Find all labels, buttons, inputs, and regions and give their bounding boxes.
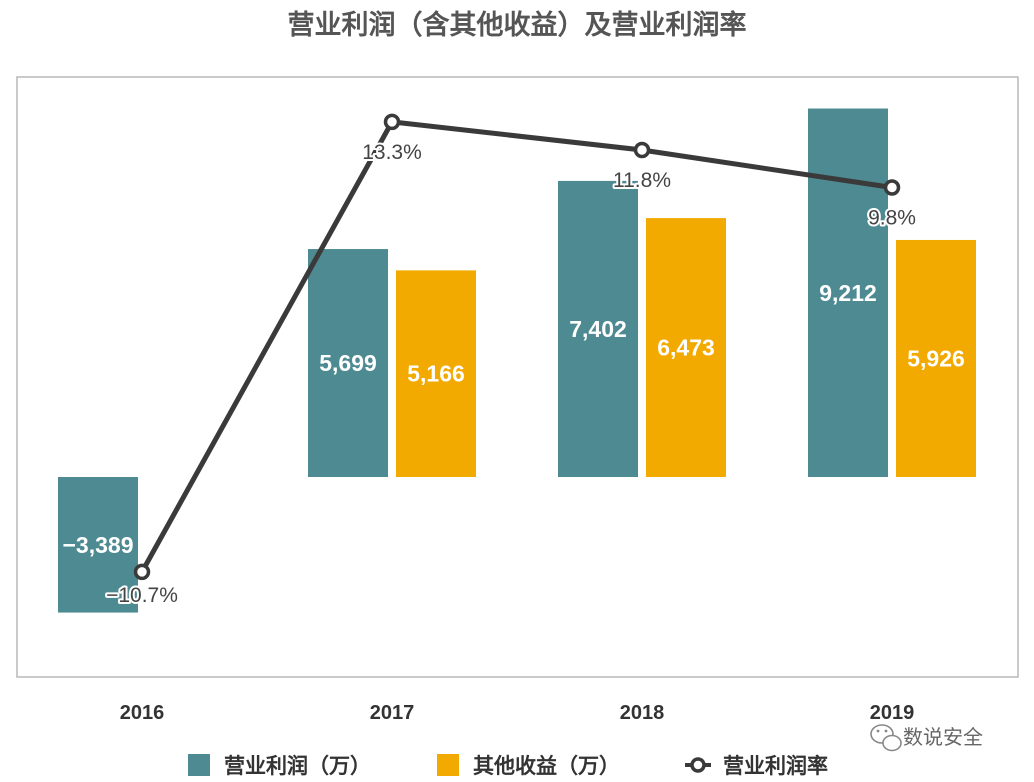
profit-margin-label: 11.8% (613, 169, 671, 192)
bar-other-income-2017 (396, 270, 476, 477)
x-tick-label: 2018 (620, 702, 665, 724)
legend: 营业利润（万） 其他收益（万） 营业利润率 (188, 754, 828, 778)
profit-margin-point-2016 (133, 563, 151, 581)
legend-swatch (437, 754, 459, 776)
legend-swatch (188, 754, 210, 776)
chart-title: 营业利润（含其他收益）及营业利润率 (288, 9, 747, 41)
profit-margin-point-2018 (633, 141, 651, 159)
plot-frame (16, 76, 1019, 678)
labels-layer: −3,389 5,699 7,402 9,212 5,166 6,473 5,926 −10.… (63, 139, 965, 609)
wechat-icon (870, 724, 902, 752)
bar-other-income-2018 (646, 218, 726, 477)
x-axis: 2016 2017 2018 2019 (120, 702, 915, 724)
bar-value-label: −3,389 (63, 532, 134, 558)
profit-margin-label: 13.3% (362, 141, 422, 164)
bar-operating-profit-2018 (558, 180, 638, 478)
legend-label: 其他收益（万） (473, 754, 620, 778)
bar-operating-profit-2016 (58, 477, 138, 613)
bar-operating-profit-2017 (308, 249, 388, 477)
bar-other-income-2019 (896, 239, 976, 477)
profit-margin-point-2017 (383, 113, 401, 131)
line-layer (133, 113, 901, 581)
legend-label: 营业利润率 (723, 754, 828, 778)
watermark-text: 数说安全 (903, 725, 983, 749)
bar-value-label: 7,402 (569, 316, 627, 342)
x-tick-label: 2019 (870, 702, 915, 724)
bar-operating-profit-2019 (808, 108, 888, 478)
profit-margin-label: 9.8% (868, 207, 916, 230)
profit-margin-point-2019 (883, 179, 901, 196)
x-tick-label: 2016 (120, 702, 165, 724)
bars-layer (58, 108, 976, 613)
bar-value-label: 5,166 (407, 361, 465, 387)
legend-marker (690, 757, 706, 773)
profit-margin-label: −10.7% (106, 584, 178, 607)
profit-margin-line (139, 119, 893, 574)
legend-label: 营业利润（万） (224, 754, 371, 778)
bar-value-label: 5,926 (907, 345, 965, 371)
x-tick-label: 2017 (370, 702, 415, 724)
bar-value-label: 6,473 (657, 335, 715, 361)
watermark: 数说安全 (870, 724, 983, 752)
bar-value-label: 5,699 (319, 350, 377, 376)
bar-value-label: 9,212 (819, 280, 877, 306)
